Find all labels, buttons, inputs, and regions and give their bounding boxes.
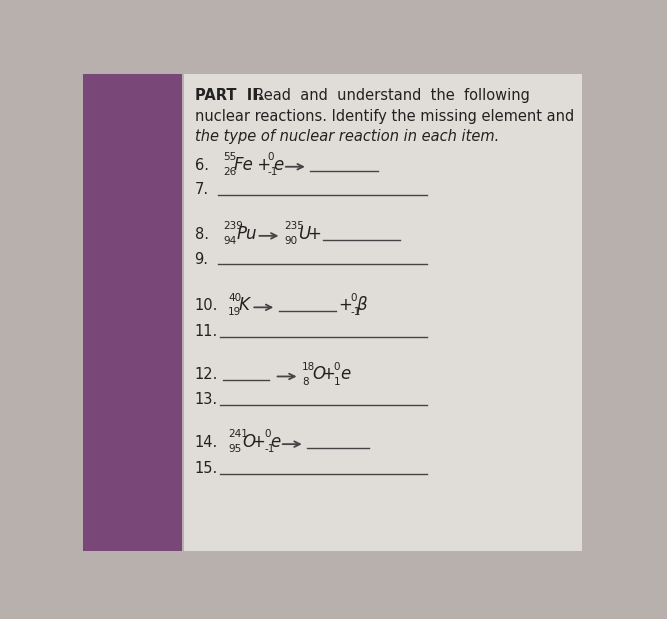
Text: +: +	[307, 225, 321, 243]
Text: e: e	[273, 155, 284, 173]
FancyBboxPatch shape	[184, 74, 582, 551]
Text: the type of nuclear reaction in each item.: the type of nuclear reaction in each ite…	[195, 129, 499, 144]
Text: +: +	[251, 433, 265, 451]
Text: Read  and  understand  the  following: Read and understand the following	[245, 89, 530, 103]
Text: +: +	[321, 365, 336, 383]
Text: 9.: 9.	[195, 251, 209, 267]
Text: nuclear reactions. Identify the missing element and: nuclear reactions. Identify the missing …	[195, 108, 574, 124]
Text: e: e	[340, 365, 350, 383]
Text: 10.: 10.	[195, 298, 218, 313]
Text: Fe: Fe	[233, 155, 253, 173]
Text: PART  II.: PART II.	[195, 89, 263, 103]
Text: 90: 90	[284, 236, 297, 246]
Text: 11.: 11.	[195, 324, 217, 339]
Text: 8.: 8.	[195, 227, 209, 241]
Text: 12.: 12.	[195, 367, 218, 383]
Text: β: β	[356, 297, 367, 314]
Text: 8: 8	[302, 376, 309, 387]
Text: +: +	[338, 297, 352, 314]
Text: 6.: 6.	[195, 158, 209, 173]
Text: 7.: 7.	[195, 183, 209, 197]
Text: -1: -1	[264, 444, 275, 454]
Text: 0: 0	[350, 293, 357, 303]
Text: +: +	[252, 155, 271, 173]
Text: U: U	[298, 225, 310, 243]
Text: K: K	[239, 297, 249, 314]
Text: 19: 19	[228, 308, 241, 318]
Text: Pu: Pu	[237, 225, 257, 243]
Text: -1: -1	[350, 308, 360, 318]
Text: 15.: 15.	[195, 461, 217, 476]
Text: 94: 94	[223, 236, 236, 246]
Text: 235: 235	[284, 221, 303, 231]
Text: 55: 55	[223, 152, 236, 162]
Text: e: e	[271, 433, 281, 451]
Text: -1: -1	[267, 167, 277, 177]
Text: 13.: 13.	[195, 392, 217, 407]
Text: 18: 18	[302, 361, 315, 372]
Text: 239: 239	[223, 221, 243, 231]
Text: O: O	[312, 365, 325, 383]
Text: 95: 95	[228, 444, 241, 454]
Text: 14.: 14.	[195, 435, 217, 450]
Text: 26: 26	[223, 167, 236, 177]
Text: 0: 0	[267, 152, 274, 162]
Text: 0: 0	[264, 430, 271, 439]
Text: O: O	[242, 433, 255, 451]
FancyBboxPatch shape	[83, 74, 181, 551]
Text: 0: 0	[334, 361, 340, 372]
Text: 40: 40	[228, 293, 241, 303]
Text: 1: 1	[334, 376, 340, 387]
Text: 241: 241	[228, 430, 248, 439]
